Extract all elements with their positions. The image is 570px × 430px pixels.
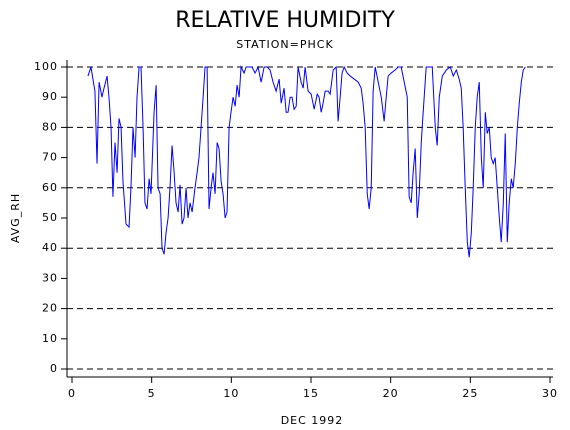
y-tick-label: 90 <box>42 90 58 103</box>
x-tick-label: 15 <box>303 387 319 400</box>
y-tick-label: 10 <box>42 332 58 345</box>
x-tick-label: 0 <box>68 387 76 400</box>
x-tick-label: 5 <box>148 387 156 400</box>
x-tick-label: 25 <box>462 387 478 400</box>
x-tick-label: 30 <box>542 387 558 400</box>
y-tick-label: 0 <box>50 362 58 375</box>
y-axis-label: AVG_RH <box>9 193 22 243</box>
y-tick-label: 30 <box>42 271 58 284</box>
y-tick-label: 40 <box>42 241 58 254</box>
y-tick-label: 100 <box>34 60 58 73</box>
chart-title: RELATIVE HUMIDITY <box>175 8 395 33</box>
x-tick-label: 20 <box>383 387 399 400</box>
chart-subtitle: STATION=PHCK <box>236 38 333 51</box>
y-tick-label: 60 <box>42 181 58 194</box>
y-tick-label: 70 <box>42 151 58 164</box>
x-tick-label: 10 <box>223 387 239 400</box>
data-line <box>87 65 526 258</box>
y-tick-label: 20 <box>42 302 58 315</box>
y-tick-label: 80 <box>42 120 58 133</box>
x-axis-label: DEC 1992 <box>281 414 344 427</box>
y-tick-label: 50 <box>42 211 58 224</box>
